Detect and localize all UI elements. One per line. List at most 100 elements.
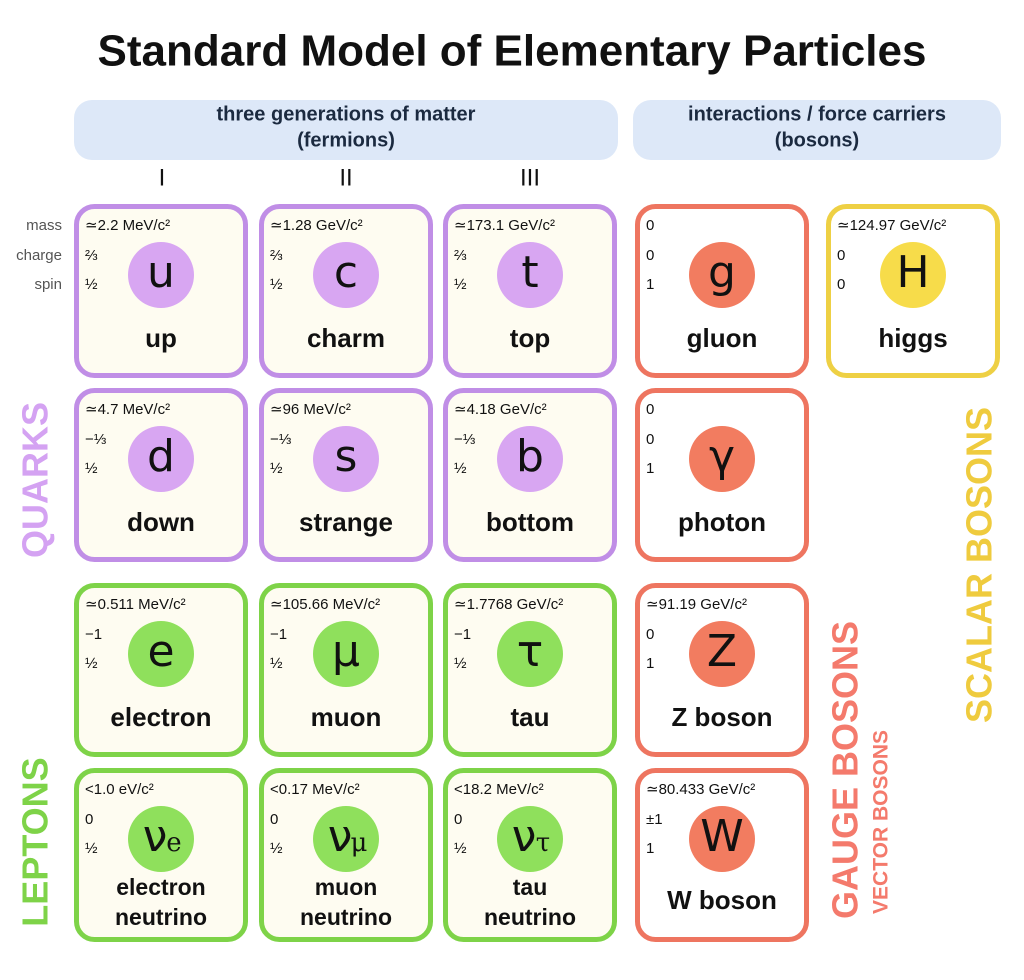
charge: ⅔ [454,247,467,264]
generation: III [520,164,540,191]
spin: ½ [85,655,98,672]
row-label: spin [34,276,62,293]
symbol-sub: μ [351,828,368,858]
particle-ball [497,242,563,308]
symbol: u [147,247,175,298]
charge: 0 [85,811,93,828]
mass: ≃80.433 GeV/c² [646,781,755,798]
particle-card: ≃91.19 GeV/c² 0 1 Z Z boson [635,583,809,757]
row-label: charge [16,247,62,264]
symbol: ν [143,811,168,862]
mass: <1.0 eV/c² [85,781,154,798]
header: (bosons) [775,129,859,151]
name: charm [307,323,385,353]
name: strange [299,507,393,537]
group-label: VECTOR BOSONS [870,730,893,914]
charge: 0 [646,626,654,643]
charge: ⅔ [85,247,98,264]
name: up [145,323,177,353]
particle-ball [128,621,194,687]
row-label: mass [26,217,62,234]
symbol-sub: e [166,828,181,858]
mass: ≃4.18 GeV/c² [454,401,547,418]
symbol: c [334,247,358,298]
spin: ½ [270,276,283,293]
mass: ≃0.511 MeV/c² [85,596,186,613]
mass: <0.17 MeV/c² [270,781,360,798]
spin: ½ [454,460,467,477]
name: muon [315,874,378,900]
name: electron [110,702,211,732]
particle-card: 0 0 1 g gluon [635,204,809,378]
charge: −⅓ [85,431,107,448]
symbol: b [516,431,544,482]
particle-card: ≃80.433 GeV/c² ±1 1 W W boson [635,768,809,942]
particle-ball [689,621,755,687]
charge: −⅓ [270,431,292,448]
name: higgs [878,323,947,353]
symbol: H [896,247,929,298]
charge: −1 [454,626,471,643]
particle-card: 0 0 1 γ photon [635,388,809,562]
name: tau [513,874,548,900]
particle-ball [128,426,194,492]
name: bottom [486,507,574,537]
name: muon [311,702,382,732]
particle-ball [689,426,755,492]
symbol: t [521,247,538,298]
particle-ball [313,242,379,308]
group-label: QUARKS [15,402,56,558]
mass: ≃2.2 MeV/c² [85,217,170,234]
particle-ball [128,806,194,872]
spin: ½ [270,840,283,857]
spin: 1 [646,840,654,857]
particle-card: ≃4.7 MeV/c² −⅓ ½ d down [74,388,248,562]
spin: ½ [454,276,467,293]
symbol: γ [709,431,735,482]
particle-ball [497,426,563,492]
mass: ≃1.28 GeV/c² [270,217,363,234]
charge: ±1 [646,811,663,828]
group-label: LEPTONS [15,757,56,926]
particle-ball [497,621,563,687]
name: top [510,323,550,353]
symbol-sub: τ [536,828,550,858]
name: W boson [667,885,777,915]
mass: 0 [646,217,654,234]
spin: ½ [270,655,283,672]
mass: ≃1.7768 GeV/c² [454,596,563,613]
spin: 1 [646,276,654,293]
mass: ≃96 MeV/c² [270,401,351,418]
symbol: μ [332,626,360,677]
spin: ½ [85,460,98,477]
spin: 1 [646,460,654,477]
particle-ball [313,621,379,687]
mass: <18.2 MeV/c² [454,781,544,798]
symbol: ν [512,811,537,862]
name: neutrino [115,904,207,930]
header: interactions / force carriers [688,103,946,125]
charge: −1 [85,626,102,643]
name: down [127,507,195,537]
name: Z boson [671,702,772,732]
header-box [633,100,1001,160]
particle-card: ≃105.66 MeV/c² −1 ½ μ muon [259,583,433,757]
mass: ≃105.66 MeV/c² [270,596,380,613]
particle-card: <0.17 MeV/c² 0 ½ νμ muon neutrino [259,768,433,942]
mass: 0 [646,401,654,418]
particle-card: ≃4.18 GeV/c² −⅓ ½ b bottom [443,388,617,562]
particle-card: ≃96 MeV/c² −⅓ ½ s strange [259,388,433,562]
particle-ball [128,242,194,308]
name: neutrino [484,904,576,930]
name: electron [116,874,205,900]
particle-card: ≃173.1 GeV/c² ⅔ ½ t top [443,204,617,378]
charge: 0 [454,811,462,828]
symbol: e [147,626,174,677]
particle-card: ≃1.7768 GeV/c² −1 ½ τ tau [443,583,617,757]
charge: 0 [646,431,654,448]
symbol: ν [328,811,353,862]
particle-ball [497,806,563,872]
name: neutrino [300,904,392,930]
